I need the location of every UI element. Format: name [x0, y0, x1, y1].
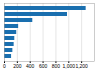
svg-text:600: 600 [39, 63, 48, 69]
svg-text:1,200: 1,200 [75, 63, 88, 69]
svg-text:1,000: 1,000 [63, 63, 76, 69]
svg-text:400: 400 [26, 63, 35, 69]
svg-text:0: 0 [3, 63, 6, 69]
svg-text:200: 200 [13, 63, 22, 69]
svg-text:800: 800 [52, 63, 61, 69]
